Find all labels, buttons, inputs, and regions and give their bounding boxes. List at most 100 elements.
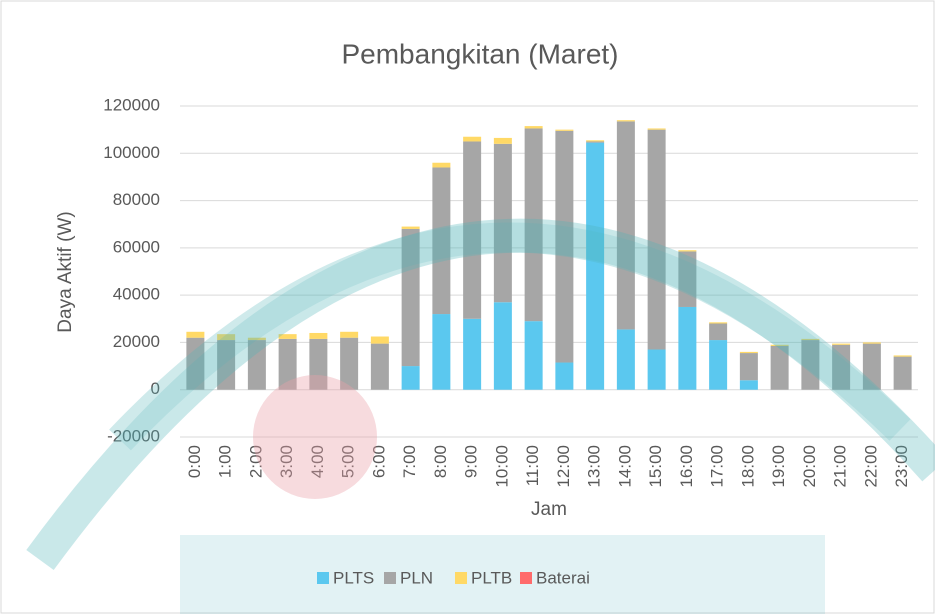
legend-swatch xyxy=(384,572,396,584)
y-tick-label: 100000 xyxy=(103,143,160,162)
bar-segment xyxy=(186,332,204,338)
bar-segment xyxy=(279,334,297,339)
bar-segment xyxy=(740,352,758,353)
x-tick-label: 10:00 xyxy=(492,445,511,488)
bar-segment xyxy=(617,329,635,389)
bar-segment xyxy=(832,345,850,390)
bar-segment xyxy=(832,344,850,345)
bar-segment xyxy=(525,321,543,390)
bar-segment xyxy=(863,342,881,343)
bar-segment xyxy=(371,337,389,344)
x-tick-label: 11:00 xyxy=(523,445,542,486)
bar-segment xyxy=(863,344,881,390)
y-tick-label: 60000 xyxy=(113,237,160,256)
bar-segment xyxy=(217,340,235,390)
legend-label: PLN xyxy=(400,568,433,587)
bar-segment xyxy=(525,126,543,128)
bar-segment xyxy=(771,345,789,346)
x-tick-label: 19:00 xyxy=(769,445,788,488)
bar-segment xyxy=(340,332,358,338)
bar-segment xyxy=(463,141,481,318)
bar-segment xyxy=(494,138,512,144)
bar-segment xyxy=(463,137,481,142)
bar-segment xyxy=(309,339,327,390)
x-tick-label: 17:00 xyxy=(708,445,727,488)
bar-segment xyxy=(648,350,666,390)
bar-segment xyxy=(617,120,635,121)
x-tick-label: 1:00 xyxy=(216,445,235,478)
x-tick-label: 23:00 xyxy=(892,445,911,488)
bar-segment xyxy=(494,144,512,302)
x-tick-label: 4:00 xyxy=(308,445,327,478)
bar-segment xyxy=(771,346,789,390)
chart: -20000 0 20000 40000 60000 80000 100000 120000 0… xyxy=(0,0,935,614)
x-tick-label: 14:00 xyxy=(615,445,634,488)
bar-segment xyxy=(678,251,696,307)
bar-segment xyxy=(402,229,420,366)
bar-segment xyxy=(279,339,297,390)
bar-segment xyxy=(432,167,450,314)
bar-segment xyxy=(402,227,420,229)
bar-segment xyxy=(801,339,819,340)
x-tick-label: 12:00 xyxy=(554,445,573,488)
y-axis-title: Daya Aktif (W) xyxy=(55,211,76,332)
x-tick-label: 5:00 xyxy=(339,445,358,478)
bar-segment xyxy=(709,340,727,390)
bar-segment xyxy=(340,338,358,390)
bar-segment xyxy=(555,363,573,390)
y-tick-label: 80000 xyxy=(113,190,160,209)
x-tick-label: 8:00 xyxy=(431,445,450,478)
bar-segment xyxy=(463,319,481,390)
bar-segment xyxy=(617,121,635,329)
x-tick-label: 22:00 xyxy=(861,445,880,488)
bar-segment xyxy=(432,163,450,168)
bar-segment xyxy=(432,314,450,390)
bar-segment xyxy=(648,130,666,350)
y-tick-label: 20000 xyxy=(113,332,160,351)
bar-segment xyxy=(678,250,696,251)
bar-segment xyxy=(709,324,727,341)
bar-segment xyxy=(217,334,235,340)
bar-segment xyxy=(309,333,327,339)
bar-segment xyxy=(494,302,512,389)
bar-segment xyxy=(894,357,912,390)
y-tick-label: 0 xyxy=(151,379,160,398)
legend-label: PLTS xyxy=(333,568,374,587)
x-tick-label: 6:00 xyxy=(369,445,388,478)
x-tick-label: 9:00 xyxy=(462,445,481,478)
legend-swatch xyxy=(455,572,467,584)
x-tick-label: 18:00 xyxy=(738,445,757,488)
bar-segment xyxy=(586,141,604,142)
x-tick-label: 13:00 xyxy=(585,445,604,488)
y-tick-label: 40000 xyxy=(113,285,160,304)
x-tick-label: 16:00 xyxy=(677,445,696,488)
x-tick-label: 0:00 xyxy=(185,445,204,478)
bar-segment xyxy=(555,130,573,131)
bar-segment xyxy=(678,307,696,390)
bar-segment xyxy=(186,338,204,390)
bar-segment xyxy=(525,128,543,321)
chart-title: Pembangkitan (Maret) xyxy=(341,38,618,69)
x-tick-label: 15:00 xyxy=(646,445,665,488)
x-tick-label: 3:00 xyxy=(277,445,296,478)
x-tick-label: 20:00 xyxy=(800,445,819,488)
bar-segment xyxy=(555,131,573,363)
x-tick-label: 7:00 xyxy=(400,445,419,478)
legend-label: PLTB xyxy=(471,568,512,587)
legend-label: Baterai xyxy=(536,568,590,587)
bar-segment xyxy=(402,366,420,390)
bar-segment xyxy=(586,143,604,390)
bar-segment xyxy=(801,340,819,390)
bar-segment xyxy=(371,344,389,390)
y-tick-label: 120000 xyxy=(103,95,160,114)
bar-segment xyxy=(248,338,266,340)
y-tick-label: -20000 xyxy=(107,426,160,445)
bar-segment xyxy=(894,355,912,356)
legend-swatch xyxy=(520,572,532,584)
bar-segment xyxy=(740,380,758,389)
bar-segment xyxy=(248,340,266,390)
legend-swatch xyxy=(317,572,329,584)
bar-segment xyxy=(648,128,666,129)
x-axis-title: Jam xyxy=(531,499,567,520)
bar-segment xyxy=(740,353,758,380)
